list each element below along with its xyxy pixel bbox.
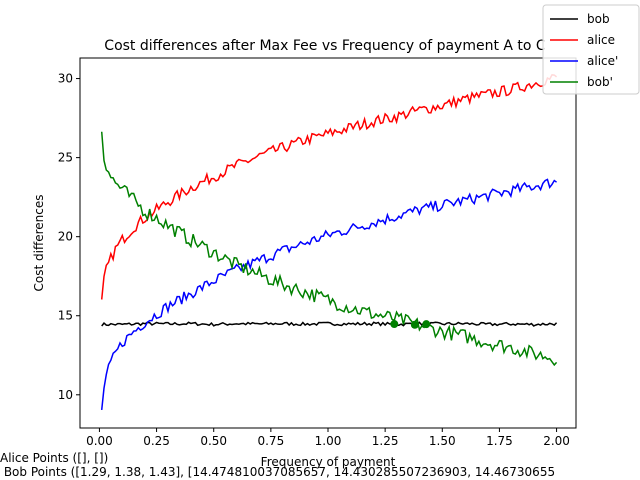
x-axis-label: Frequency of payment [261, 455, 396, 469]
x-tick-label: 0.50 [200, 434, 227, 448]
bob-points-text: Bob Points ([1.29, 1.38, 1.43], [14.4748… [0, 465, 556, 479]
legend-label-bob: bob [587, 12, 610, 26]
y-tick-label: 10 [58, 388, 73, 402]
legend-box [542, 4, 640, 95]
y-tick-label: 15 [58, 309, 73, 323]
series-line-bob [101, 321, 558, 327]
x-tick-label: 1.75 [486, 434, 513, 448]
x-tick-label: 1.25 [372, 434, 399, 448]
x-tick-label: 2.00 [543, 434, 570, 448]
series-line-bob-prime [100, 131, 558, 367]
x-tick-label: 0.00 [86, 434, 113, 448]
x-axis: 0.00 0.25 0.50 0.75 1.00 1.25 1.50 1.75 2.00 [86, 428, 570, 448]
plot-area [100, 74, 558, 411]
x-tick-label: 1.50 [429, 434, 456, 448]
legend: bob alice alice' bob' [542, 4, 640, 95]
axes-frame [79, 57, 577, 429]
x-tick-label: 0.25 [143, 434, 170, 448]
y-axis-label: Cost differences [32, 195, 46, 292]
legend-label-alice: alice [587, 33, 615, 47]
x-tick-label: 1.00 [315, 434, 342, 448]
y-tick-label: 20 [58, 230, 73, 244]
y-tick-label: 30 [58, 72, 73, 86]
series-line-alice-prime [100, 178, 558, 411]
alice-points-text: Alice Points ([], []) [0, 451, 109, 465]
series-line-alice [100, 74, 558, 300]
chart-title: Cost differences after Max Fee vs Freque… [104, 38, 546, 54]
y-axis: 10 15 20 25 30 [58, 72, 80, 402]
bob-point [390, 320, 399, 329]
x-tick-label: 0.75 [257, 434, 284, 448]
legend-label-bob-prime: bob' [587, 75, 613, 89]
y-tick-label: 25 [58, 151, 73, 165]
legend-label-alice-prime: alice' [587, 54, 618, 68]
bob-point [410, 320, 419, 329]
bob-point [422, 320, 431, 329]
